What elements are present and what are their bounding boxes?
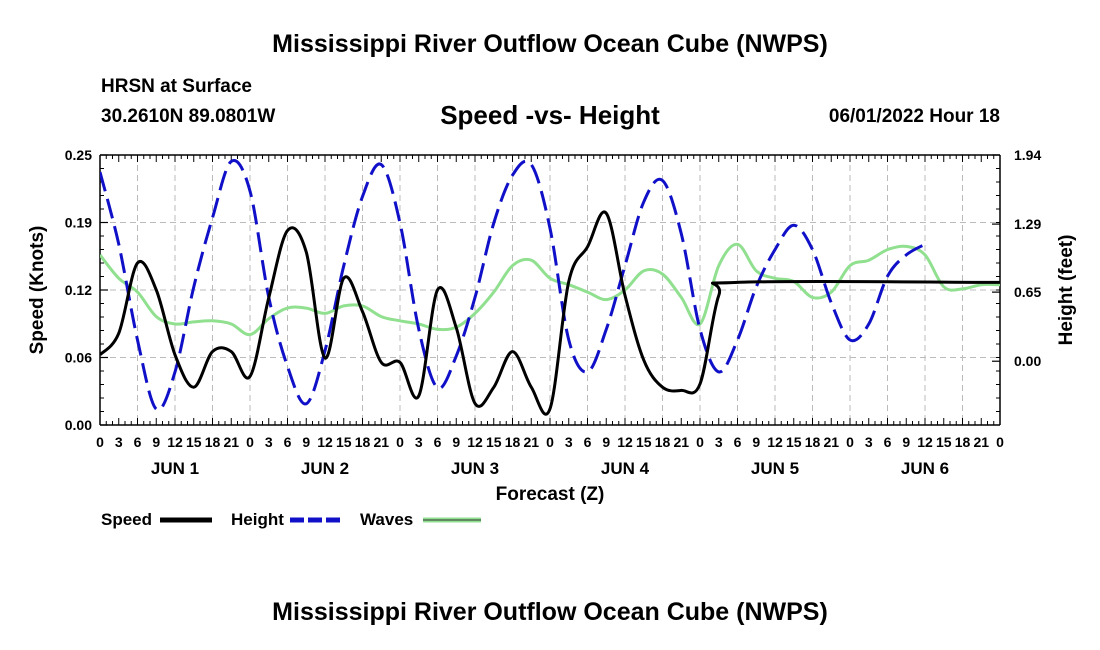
x-tick-label: 12 xyxy=(917,434,933,450)
legend-label-waves: Waves xyxy=(360,510,413,529)
y-tick-label-left: 0.12 xyxy=(65,282,92,298)
x-tick-label: 15 xyxy=(636,434,652,450)
station-label: HRSN at Surface xyxy=(101,76,252,97)
x-tick-label: 21 xyxy=(373,434,389,450)
series-line-waves xyxy=(100,242,1000,337)
x-tick-label: 6 xyxy=(134,434,142,450)
x-tick-label: 12 xyxy=(617,434,633,450)
y-tick-label-left: 0.25 xyxy=(65,147,92,163)
x-tick-label: 6 xyxy=(284,434,292,450)
coordinates-label: 30.2610N 89.0801W xyxy=(101,106,276,127)
legend-label-height: Height xyxy=(231,510,284,529)
x-tick-label: 21 xyxy=(223,434,239,450)
x-tick-label: 3 xyxy=(415,434,423,450)
x-tick-label: 6 xyxy=(434,434,442,450)
x-tick-label: 21 xyxy=(973,434,989,450)
x-tick-label: 9 xyxy=(752,434,760,450)
x-tick-label: 12 xyxy=(167,434,183,450)
x-tick-label: 0 xyxy=(846,434,854,450)
y-tick-label-left: 0.00 xyxy=(65,417,92,433)
x-tick-label: 6 xyxy=(734,434,742,450)
x-tick-label: 12 xyxy=(467,434,483,450)
chart-subtitle: Speed -vs- Height xyxy=(440,100,660,130)
y-axis-title-left: Speed (Knots) xyxy=(27,226,48,355)
x-tick-label: 18 xyxy=(355,434,371,450)
x-tick-label: 3 xyxy=(115,434,123,450)
forecast-datetime: 06/01/2022 Hour 18 xyxy=(828,106,1000,127)
x-tick-label: 21 xyxy=(523,434,539,450)
x-tick-label: 0 xyxy=(996,434,1004,450)
x-tick-label: 3 xyxy=(715,434,723,450)
x-tick-label: 9 xyxy=(152,434,160,450)
chart-title: Mississippi River Outflow Ocean Cube (NW… xyxy=(272,30,828,58)
x-tick-label: 6 xyxy=(584,434,592,450)
x-tick-label: 12 xyxy=(317,434,333,450)
x-tick-label: 18 xyxy=(655,434,671,450)
x-tick-label: 0 xyxy=(546,434,554,450)
x-tick-label: 21 xyxy=(673,434,689,450)
day-label: JUN 2 xyxy=(301,459,349,478)
x-tick-label: 15 xyxy=(936,434,952,450)
x-tick-label: 3 xyxy=(565,434,573,450)
x-tick-label: 9 xyxy=(902,434,910,450)
day-label: JUN 6 xyxy=(901,459,949,478)
x-tick-label: 9 xyxy=(302,434,310,450)
y-axis-title-right: Height (feet) xyxy=(1056,235,1077,346)
footer-chart-title: Mississippi River Outflow Ocean Cube (NW… xyxy=(272,598,828,626)
day-label: JUN 1 xyxy=(151,459,199,478)
x-tick-label: 0 xyxy=(396,434,404,450)
x-tick-label: 0 xyxy=(246,434,254,450)
grid-lines xyxy=(99,154,1001,426)
y-tick-label-left: 0.19 xyxy=(65,215,92,231)
x-tick-label: 15 xyxy=(486,434,502,450)
legend-label-speed: Speed xyxy=(101,510,152,529)
x-tick-label: 6 xyxy=(884,434,892,450)
x-axis-title: Forecast (Z) xyxy=(496,484,605,505)
x-tick-label: 18 xyxy=(955,434,971,450)
x-tick-label: 0 xyxy=(96,434,104,450)
day-label: JUN 4 xyxy=(601,459,650,478)
x-tick-label: 3 xyxy=(865,434,873,450)
series-line-height xyxy=(100,158,926,412)
y-tick-label-right: 1.29 xyxy=(1014,216,1041,232)
y-tick-label-right: 1.94 xyxy=(1014,147,1041,163)
day-label: JUN 3 xyxy=(451,459,499,478)
x-tick-label: 3 xyxy=(265,434,273,450)
series-line-speed xyxy=(100,210,1000,416)
x-tick-label: 0 xyxy=(696,434,704,450)
x-tick-label: 15 xyxy=(786,434,802,450)
x-tick-label: 15 xyxy=(186,434,202,450)
x-tick-label: 18 xyxy=(205,434,221,450)
day-label: JUN 5 xyxy=(751,459,799,478)
x-tick-label: 9 xyxy=(452,434,460,450)
x-tick-label: 15 xyxy=(336,434,352,450)
x-tick-label: 12 xyxy=(767,434,783,450)
y-tick-label-left: 0.06 xyxy=(65,350,92,366)
x-tick-label: 18 xyxy=(805,434,821,450)
y-tick-label-right: 0.65 xyxy=(1014,284,1041,300)
x-tick-label: 21 xyxy=(823,434,839,450)
y-tick-label-right: 0.00 xyxy=(1014,353,1041,369)
x-tick-label: 18 xyxy=(505,434,521,450)
x-tick-label: 9 xyxy=(602,434,610,450)
